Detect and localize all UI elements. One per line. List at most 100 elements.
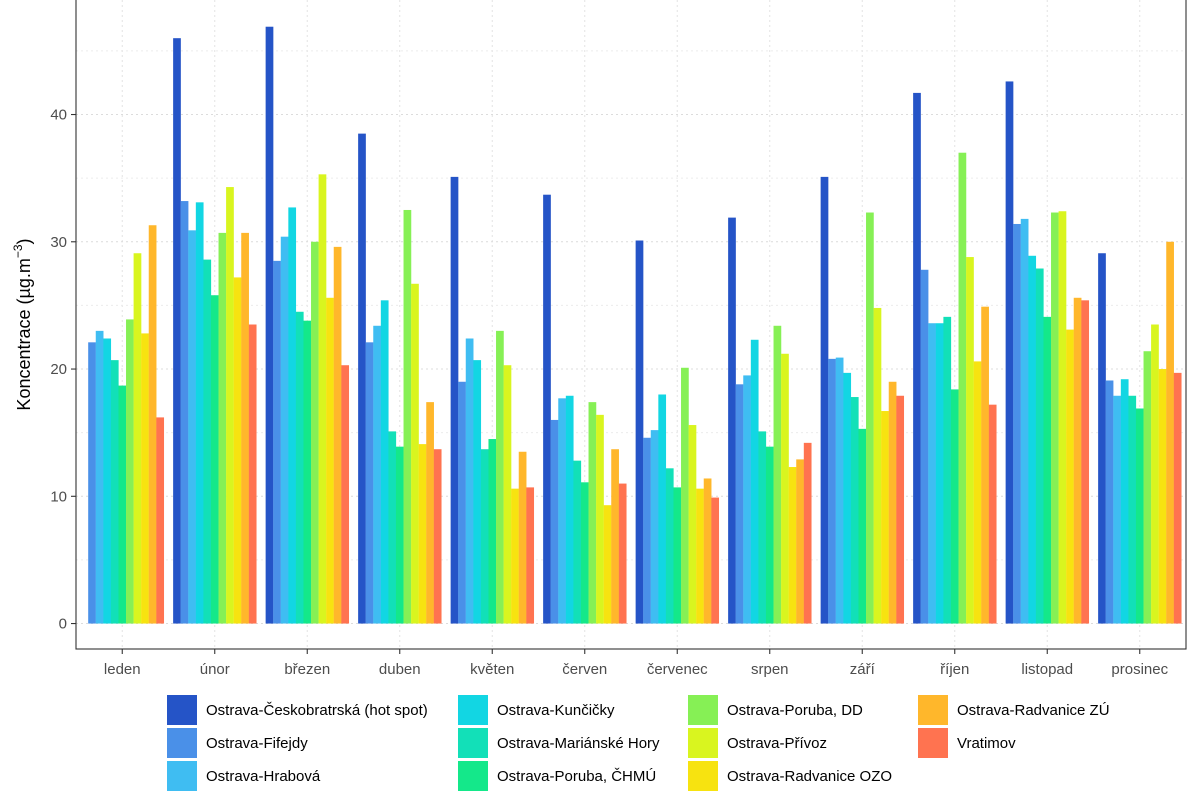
bar: [650, 430, 659, 624]
bar: [543, 194, 551, 624]
bar: [241, 232, 249, 624]
bar: [943, 316, 952, 624]
bar: [603, 505, 612, 624]
bar: [1081, 300, 1090, 624]
bar: [1158, 369, 1167, 624]
bar: [311, 241, 319, 624]
bar: [758, 431, 767, 624]
legend-label: Ostrava-Přívoz: [727, 735, 827, 752]
bar: [1105, 380, 1114, 624]
x-tick-label: leden: [104, 661, 141, 678]
bar: [1143, 351, 1152, 624]
bar: [881, 411, 889, 624]
bar: [403, 209, 412, 624]
bar: [688, 425, 697, 624]
x-tick-label: srpen: [751, 661, 789, 678]
bar: [913, 92, 921, 624]
bar: [88, 342, 96, 624]
x-tick-label: březen: [284, 661, 330, 678]
bar: [1043, 316, 1052, 624]
bar: [433, 449, 442, 624]
bar: [203, 259, 212, 624]
bar: [788, 467, 797, 624]
bar: [148, 225, 157, 624]
y-tick-label: 40: [50, 107, 67, 124]
bar: [218, 232, 227, 624]
bar: [1151, 324, 1159, 624]
bar: [1051, 212, 1059, 624]
bar: [395, 446, 404, 624]
bar: [643, 437, 651, 624]
bar: [265, 26, 274, 624]
bar: [580, 482, 589, 624]
legend-swatch: [167, 695, 197, 725]
bar: [156, 417, 165, 624]
bar: [210, 295, 219, 624]
bar: [426, 402, 434, 624]
bar: [388, 431, 397, 624]
legend: Ostrava-Českobratrská (hot spot) Ostrava-…: [167, 695, 1110, 791]
bar: [711, 497, 720, 624]
bar: [873, 307, 882, 624]
bar: [465, 338, 474, 624]
bar: [1005, 81, 1014, 624]
bar: [133, 253, 142, 624]
bar: [1128, 395, 1137, 624]
bar: [773, 325, 782, 624]
bar: [1166, 241, 1174, 624]
bar: [1098, 253, 1106, 624]
legend-label: Ostrava-Radvanice ZÚ: [957, 702, 1110, 719]
y-tick-label: 20: [50, 361, 67, 378]
bar: [565, 395, 574, 624]
bar: [596, 414, 604, 624]
bar: [280, 236, 289, 624]
bar: [966, 257, 974, 624]
bar: [333, 246, 342, 624]
bar: [928, 323, 936, 624]
x-tick-label: září: [850, 661, 876, 678]
bar: [588, 402, 597, 624]
legend-swatch: [688, 761, 718, 791]
bar: [1073, 297, 1082, 624]
y-tick-label: 0: [59, 616, 67, 633]
bar: [888, 381, 897, 624]
bar: [365, 342, 374, 624]
bar: [195, 202, 204, 624]
bar: [1020, 218, 1029, 624]
bar: [1058, 211, 1067, 624]
bar: [896, 395, 905, 624]
legend-label: Ostrava-Radvanice OZO: [727, 768, 892, 785]
bar: [110, 360, 119, 624]
bar: [496, 330, 504, 624]
x-tick-label: prosinec: [1111, 661, 1168, 678]
bar: [935, 323, 944, 624]
bar: [681, 367, 689, 624]
legend-swatch: [458, 695, 488, 725]
x-tick-label: květen: [470, 661, 514, 678]
legend-label: Vratimov: [957, 735, 1016, 752]
legend-label: Ostrava-Mariánské Hory: [497, 735, 660, 752]
bar: [126, 319, 134, 624]
bar: [380, 300, 389, 624]
bar: [288, 207, 297, 624]
bar: [226, 187, 234, 624]
y-axis-title: Koncentrace (µg.m−3): [11, 238, 34, 410]
bar: [703, 478, 712, 624]
legend-swatch: [167, 728, 197, 758]
bar: [696, 488, 704, 624]
legend-swatch: [688, 728, 718, 758]
bar: [458, 381, 466, 624]
bar: [473, 360, 482, 624]
bar: [728, 217, 736, 624]
bar: [843, 372, 852, 624]
legend-label: Ostrava-Hrabová: [206, 768, 321, 785]
x-tick-label: duben: [379, 661, 421, 678]
bar: [526, 487, 535, 624]
bar: [750, 339, 759, 624]
legend-swatch: [918, 728, 948, 758]
bar: [1173, 372, 1182, 624]
bar: [248, 324, 257, 624]
bar: [820, 176, 829, 624]
bar: [503, 365, 512, 624]
